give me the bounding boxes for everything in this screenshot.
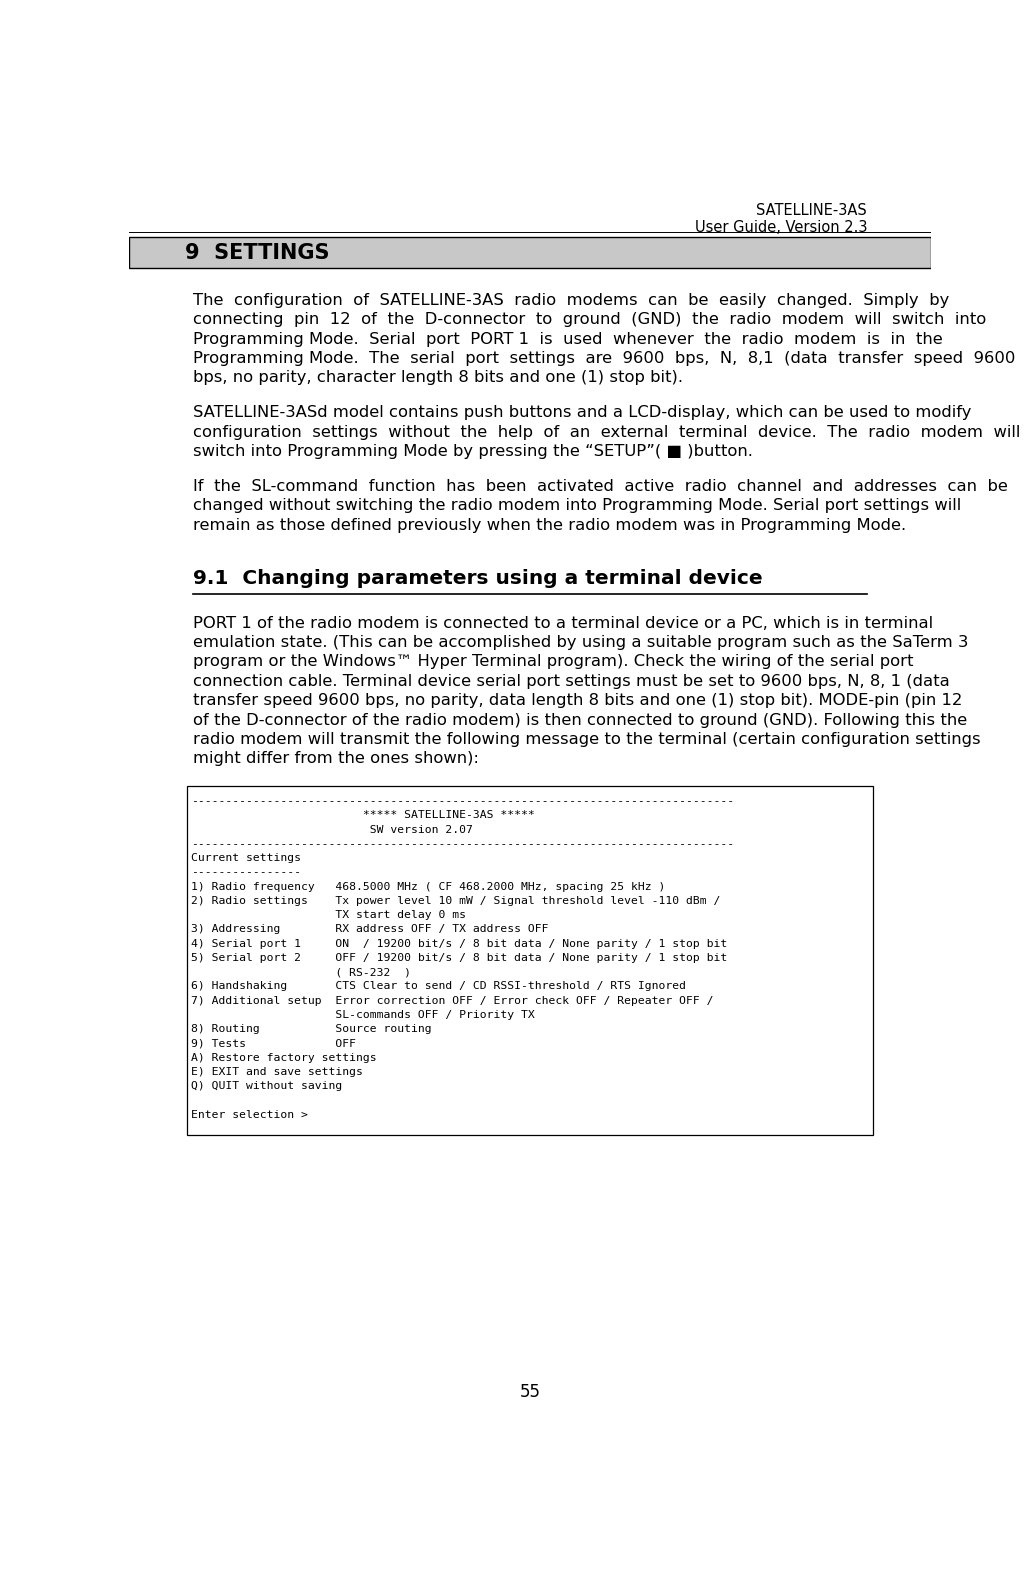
Text: program or the Windows™ Hyper Terminal program). Check the wiring of the serial : program or the Windows™ Hyper Terminal p…: [192, 655, 913, 669]
Text: Programming Mode.  The  serial  port  settings  are  9600  bps,  N,  8,1  (data : Programming Mode. The serial port settin…: [192, 350, 1015, 366]
Text: changed without switching the radio modem into ​Programming Mode. Serial port se: changed without switching the radio mode…: [192, 499, 961, 513]
Text: configuration  settings  without  the  help  of  an  external  terminal  device.: configuration settings without the help …: [192, 425, 1021, 440]
Text: bps, no parity, character length 8 bits and one (1) stop bit).: bps, no parity, character length 8 bits …: [192, 371, 682, 386]
Text: transfer speed 9600 bps, no parity, data length 8 bits and one (1) stop bit). MO: transfer speed 9600 bps, no parity, data…: [192, 693, 963, 709]
Text: -------------------------------------------------------------------------------: ----------------------------------------…: [191, 796, 734, 806]
Text: 1) Radio frequency   468.5000 MHz ( CF 468.2000 MHz, spacing 25 kHz ): 1) Radio frequency 468.5000 MHz ( CF 468…: [191, 881, 666, 892]
Text: ----------------: ----------------: [191, 868, 301, 878]
Text: connection cable. Terminal device serial port settings must be set to 9600 bps, : connection cable. Terminal device serial…: [192, 674, 949, 688]
Text: 9) Tests             OFF: 9) Tests OFF: [191, 1039, 357, 1048]
Text: 55: 55: [519, 1383, 541, 1400]
Text: remain as those defined previously when the radio modem was in ​Programming Mode: remain as those defined previously when …: [192, 518, 906, 532]
Text: E) EXIT and save settings: E) EXIT and save settings: [191, 1067, 363, 1077]
Text: SW version 2.07: SW version 2.07: [191, 825, 474, 835]
Text: Q) QUIT without saving: Q) QUIT without saving: [191, 1082, 342, 1091]
Text: 6) Handshaking       CTS Clear to send / CD RSSI-threshold / RTS Ignored: 6) Handshaking CTS Clear to send / CD RS…: [191, 981, 687, 991]
Text: -------------------------------------------------------------------------------: ----------------------------------------…: [191, 840, 734, 849]
Text: Current settings: Current settings: [191, 854, 301, 863]
Text: radio modem will transmit the following message to the terminal (certain configu: radio modem will transmit the following …: [192, 733, 980, 747]
Text: SATELLINE-3ASd model contains push buttons and a LCD-display, which can be used : SATELLINE-3ASd model contains push butto…: [192, 405, 971, 421]
Text: SL-commands OFF / Priority TX: SL-commands OFF / Priority TX: [191, 1010, 535, 1020]
Text: ( RS-232  ): ( RS-232 ): [191, 967, 412, 977]
Text: SATELLINE-3AS: SATELLINE-3AS: [756, 202, 868, 218]
Text: 3) Addressing        RX address OFF / TX address OFF: 3) Addressing RX address OFF / TX addres…: [191, 924, 549, 935]
Text: of the D-connector of the radio modem) is then connected to ground (GND). Follow: of the D-connector of the radio modem) i…: [192, 712, 967, 728]
Text: PORT 1 of the radio modem is connected to a terminal device or a PC, which is in: PORT 1 of the radio modem is connected t…: [192, 615, 933, 631]
Text: switch into ​Programming Mode by pressing the “SETUP”( ■ )button.: switch into ​Programming Mode by pressin…: [192, 444, 753, 459]
Text: 5) Serial port 2     OFF / 19200 bit/s / 8 bit data / None parity / 1 stop bit: 5) Serial port 2 OFF / 19200 bit/s / 8 b…: [191, 953, 728, 962]
Text: ***** SATELLINE-3AS *****: ***** SATELLINE-3AS *****: [191, 811, 535, 820]
Text: TX start delay 0 ms: TX start delay 0 ms: [191, 910, 466, 921]
Text: A) Restore factory settings: A) Restore factory settings: [191, 1053, 376, 1063]
Text: 9  SETTINGS: 9 SETTINGS: [185, 242, 330, 263]
Text: connecting  pin  12  of  the  D-connector  to  ground  (GND)  the  radio  modem : connecting pin 12 of the D-connector to …: [192, 312, 986, 327]
FancyBboxPatch shape: [186, 787, 874, 1136]
Text: 2) Radio settings    Tx power level 10 mW / Signal threshold level -110 dBm /: 2) Radio settings Tx power level 10 mW /…: [191, 895, 721, 906]
Text: 8) Routing           Source routing: 8) Routing Source routing: [191, 1024, 432, 1034]
Text: 4) Serial port 1     ON  / 19200 bit/s / 8 bit data / None parity / 1 stop bit: 4) Serial port 1 ON / 19200 bit/s / 8 bi…: [191, 938, 728, 949]
Text: 9.1  Changing parameters using a terminal device: 9.1 Changing parameters using a terminal…: [192, 569, 762, 588]
Text: 7) Additional setup  Error correction OFF / Error check OFF / Repeater OFF /: 7) Additional setup Error correction OFF…: [191, 996, 713, 1005]
Text: Programming Mode.  Serial  port  PORT 1  is  used  whenever  the  radio  modem  : Programming Mode. Serial port PORT 1 is …: [192, 331, 943, 347]
Text: The  configuration  of  SATELLINE-3AS  radio  modems  can  be  easily  changed. : The configuration of SATELLINE-3AS radio…: [192, 293, 949, 307]
Text: emulation state. (This can be accomplished by using a suitable program such as t: emulation state. (This can be accomplish…: [192, 636, 968, 650]
FancyBboxPatch shape: [129, 237, 931, 268]
Text: If  the  SL-command  function  has  been  activated  active  radio  channel  and: If the SL-command function has been acti…: [192, 479, 1008, 494]
Text: Enter selection >: Enter selection >: [191, 1110, 308, 1120]
Text: User Guide, Version 2.3: User Guide, Version 2.3: [695, 220, 868, 234]
Text: might differ from the ones shown):: might differ from the ones shown):: [192, 752, 479, 766]
